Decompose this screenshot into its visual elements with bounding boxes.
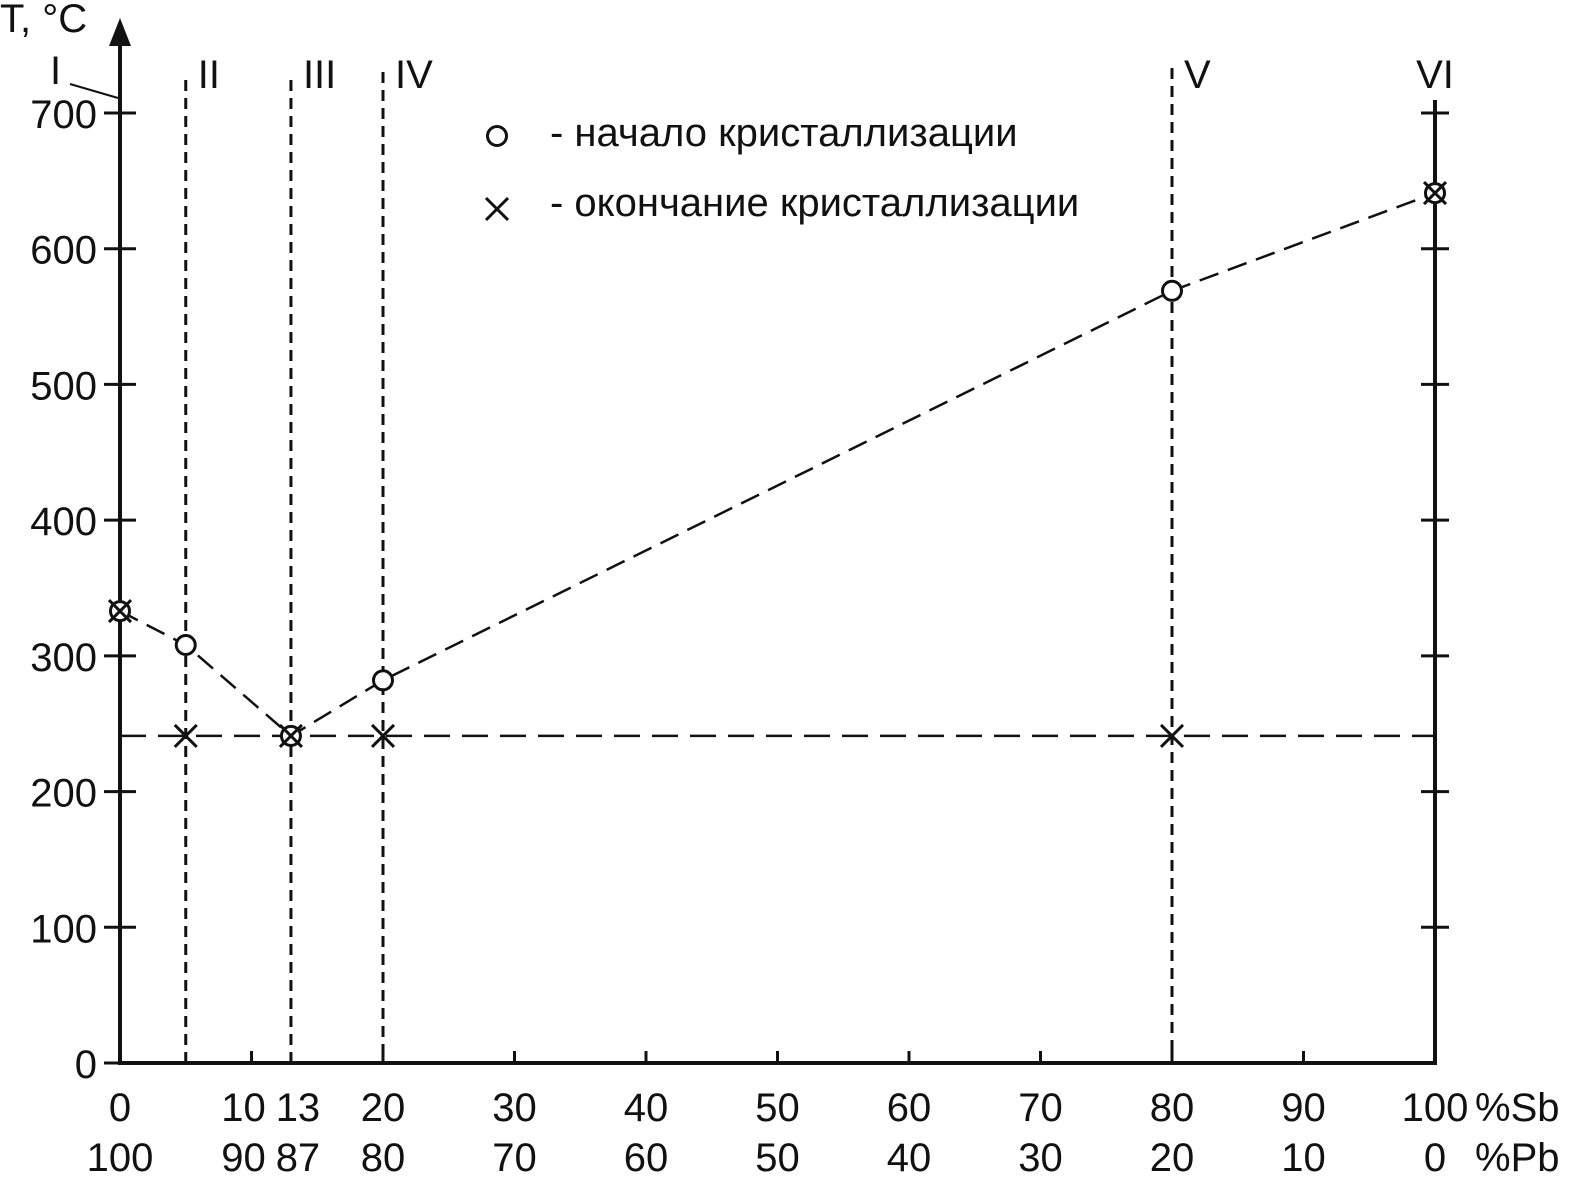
x-tick-label-sb: 100: [1402, 1086, 1469, 1130]
y-tick-label: 400: [30, 500, 97, 544]
legend: - начало кристаллизации - окончание крис…: [484, 111, 1079, 225]
x-tick-label-pb: 10: [1281, 1136, 1326, 1180]
y-tick-label: 500: [30, 364, 97, 408]
y-axis-arrow: [109, 18, 131, 46]
start-crystallization-point: [372, 669, 394, 692]
x-tick-label-pb: 87: [276, 1136, 321, 1180]
alloy-label-I: I: [50, 49, 61, 93]
x-tick-label-pb: 40: [887, 1136, 932, 1180]
alloy-label-II: II: [198, 53, 220, 97]
curves: [119, 191, 1436, 738]
liquidus-curve: [119, 191, 1436, 738]
alloy-label-V: V: [1184, 53, 1211, 97]
x-tick-label-pb: 60: [624, 1136, 669, 1180]
end-crystallization-point: [1422, 181, 1448, 206]
markers: [107, 181, 1448, 748]
legend-label-start: - начало кристаллизации: [550, 111, 1018, 155]
end-crystallization-point: [107, 599, 133, 624]
end-crystallization-point: [173, 723, 198, 748]
alloy-label-VI: VI: [1416, 53, 1454, 97]
x-tick-label-sb: 60: [887, 1086, 932, 1130]
end-crystallization-point: [1159, 723, 1185, 748]
x-tick-label-sb: 70: [1018, 1086, 1063, 1130]
x-tick-label-pb: 50: [755, 1136, 800, 1180]
x-tick-label-sb: 40: [624, 1086, 669, 1130]
y-tick-label: 200: [30, 772, 97, 816]
x-tick-label-pb: 80: [361, 1136, 406, 1180]
end-crystallization-point: [278, 723, 304, 748]
legend-circle-marker: [486, 125, 508, 147]
y-tick-label: 300: [30, 636, 97, 680]
alloy-label-leader: [69, 83, 119, 99]
x-tick-label-pb: 70: [492, 1136, 537, 1180]
x-tick-label-pb: 30: [1018, 1136, 1063, 1180]
x-tick-label-sb: 50: [755, 1086, 800, 1130]
y-axis-label: T, °C: [0, 0, 87, 41]
y-tick-label: 0: [75, 1043, 97, 1087]
x-tick-label-pb: 90: [221, 1136, 266, 1180]
x-tick-label-pb: 100: [87, 1136, 154, 1180]
end-crystallization-point: [370, 723, 396, 748]
y-tick-label: 100: [30, 907, 97, 951]
y-tick-label: 600: [30, 229, 97, 273]
x-tick-label-sb: 0: [109, 1086, 131, 1130]
x-ticks: 0100109013872080307040605050604070308020…: [87, 1051, 1469, 1180]
alloy-lines: I II III IV V VI: [50, 49, 1454, 1063]
x-tick-label-sb: 10: [221, 1086, 266, 1130]
alloy-label-IV: IV: [395, 53, 433, 97]
y-ticks: 0 100 200 300 400 500 600 700: [30, 93, 1449, 1087]
x-tick-label-sb: 13: [276, 1086, 321, 1130]
alloy-label-III: III: [303, 53, 336, 97]
x-tick-label-pb: 20: [1150, 1136, 1195, 1180]
x-tick-label-sb: 20: [361, 1086, 406, 1130]
start-crystallization-point: [1161, 279, 1183, 302]
legend-cross-marker-b: [484, 196, 510, 222]
start-crystallization-point: [174, 634, 197, 656]
x-tick-label-pb: 0: [1424, 1136, 1446, 1180]
x-unit-pb: %Pb: [1475, 1136, 1560, 1180]
x-unit-sb: %Sb: [1475, 1086, 1560, 1130]
legend-label-end: - окончание кристаллизации: [550, 181, 1079, 225]
x-tick-label-sb: 80: [1150, 1086, 1195, 1130]
x-tick-label-sb: 30: [492, 1086, 537, 1130]
y-tick-label: 700: [30, 93, 97, 137]
x-tick-label-sb: 90: [1281, 1086, 1326, 1130]
